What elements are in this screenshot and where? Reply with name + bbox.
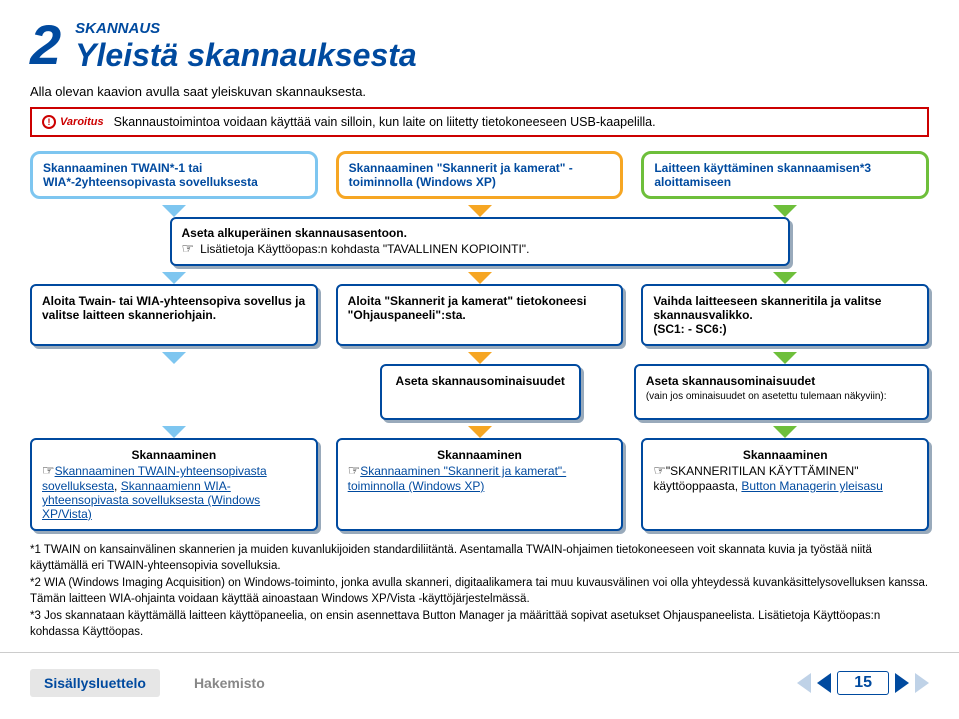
text: , [114, 479, 121, 493]
warning-label: Varoitus [60, 116, 104, 128]
footnote-2: *2 WIA (Windows Imaging Acquisition) on … [30, 576, 929, 607]
text: Skannaaminen [437, 448, 522, 462]
warning-text: Skannaustoimintoa voidaan käyttää vain s… [114, 115, 656, 129]
page-header: 2 SKANNAUS Yleistä skannauksesta [30, 20, 929, 74]
toc-button[interactable]: Sisällysluettelo [30, 669, 160, 697]
page-title: Yleistä skannauksesta [75, 37, 417, 74]
text: Aseta skannausominaisuudet [396, 374, 565, 388]
flow-box-start-controlpanel: Aloita "Skannerit ja kamerat" tietokonee… [336, 284, 624, 346]
flow-box-scanners-cameras: Skannaaminen "Skannerit ja kamerat" -toi… [336, 151, 624, 199]
pointer-icon: ☞ [182, 240, 195, 256]
intro-text: Alla olevan kaavion avulla saat yleiskuv… [30, 84, 929, 99]
prev-page-icon[interactable] [817, 673, 831, 693]
footnotes: *1 TWAIN on kansainvälinen skannerien ja… [30, 543, 929, 640]
arrow-down-icon [773, 272, 797, 284]
text: (SC1: - SC6:) [653, 322, 726, 336]
flow-box-scan-device: Skannaaminen ☞"SKANNERITILAN KÄYTTÄMINEN… [641, 438, 929, 531]
text: (vain jos ominaisuudet on asetettu tulem… [646, 391, 887, 402]
prev-fast-icon[interactable] [797, 673, 811, 693]
flow-box-twain-wia: Skannaaminen TWAIN*-1 tai WIA*-2yhteenso… [30, 151, 318, 199]
text: Skannaaminen [743, 448, 828, 462]
arrow-down-icon [468, 205, 492, 217]
flow-box-set-scan-props-conditional: Aseta skannausominaisuudet (vain jos omi… [634, 364, 929, 420]
arrow-down-icon [773, 352, 797, 364]
flow-box-set-original: Aseta alkuperäinen skannausasentoon. ☞ Li… [170, 217, 790, 266]
pointer-icon: ☞ [42, 462, 55, 478]
flowchart: Skannaaminen TWAIN*-1 tai WIA*-2yhteenso… [30, 151, 929, 531]
arrow-down-icon [468, 352, 492, 364]
link-button-manager[interactable]: Button Managerin yleisasu [741, 479, 882, 493]
pointer-icon: ☞ [348, 462, 361, 478]
arrow-down-icon [468, 272, 492, 284]
arrow-down-icon [773, 426, 797, 438]
text: Laitteen käyttäminen skannaamisen*3 aloi… [654, 161, 916, 189]
warning-icon: ! [42, 115, 56, 129]
arrow-down-icon [773, 205, 797, 217]
flow-box-set-scan-props: Aseta skannausominaisuudet [380, 364, 581, 420]
flow-box-start-twain: Aloita Twain- tai WIA-yhteensopiva sovel… [30, 284, 318, 346]
footnote-3: *3 Jos skannataan käyttämällä laitteen k… [30, 609, 929, 640]
text: Aseta alkuperäinen skannausasentoon. [182, 226, 407, 240]
index-button[interactable]: Hakemisto [180, 669, 279, 697]
pointer-icon: ☞ [653, 462, 666, 478]
text: Vaihda laitteeseen skanneritila ja valit… [653, 294, 881, 322]
kicker: SKANNAUS [75, 20, 417, 37]
chapter-number: 2 [30, 20, 61, 70]
footnote-1: *1 TWAIN on kansainvälinen skannerien ja… [30, 543, 929, 574]
arrow-down-icon [162, 272, 186, 284]
next-fast-icon[interactable] [915, 673, 929, 693]
warning-box: ! Varoitus Skannaustoimintoa voidaan käy… [30, 107, 929, 137]
text: Skannaaminen TWAIN*-1 tai WIA*-2yhteenso… [43, 161, 305, 189]
arrow-down-icon [162, 352, 186, 364]
arrow-down-icon [162, 205, 186, 217]
page-footer: Sisällysluettelo Hakemisto 15 [0, 652, 959, 711]
link-scan-scanners-cameras[interactable]: Skannaaminen "Skannerit ja kamerat"-toim… [348, 464, 567, 493]
flow-box-device-init: Laitteen käyttäminen skannaamisen*3 aloi… [641, 151, 929, 199]
text: Skannaaminen [131, 448, 216, 462]
flow-box-scan-scanners-cameras: Skannaaminen ☞Skannaaminen "Skannerit ja… [336, 438, 624, 531]
arrow-down-icon [162, 426, 186, 438]
arrow-down-icon [468, 426, 492, 438]
text: Aloita Twain- tai WIA-yhteensopiva sovel… [42, 294, 305, 322]
text: Skannaaminen "Skannerit ja kamerat" -toi… [349, 161, 611, 189]
flow-box-switch-scanmode: Vaihda laitteeseen skanneritila ja valit… [641, 284, 929, 346]
flow-box-scan-twain: Skannaaminen ☞Skannaaminen TWAIN-yhteens… [30, 438, 318, 531]
text: Aseta skannausominaisuudet [646, 374, 815, 388]
page-number: 15 [837, 671, 889, 695]
text: Aloita "Skannerit ja kamerat" tietokonee… [348, 294, 587, 322]
text: Lisätietoja Käyttöopas:n kohdasta "TAVAL… [200, 242, 529, 256]
next-page-icon[interactable] [895, 673, 909, 693]
